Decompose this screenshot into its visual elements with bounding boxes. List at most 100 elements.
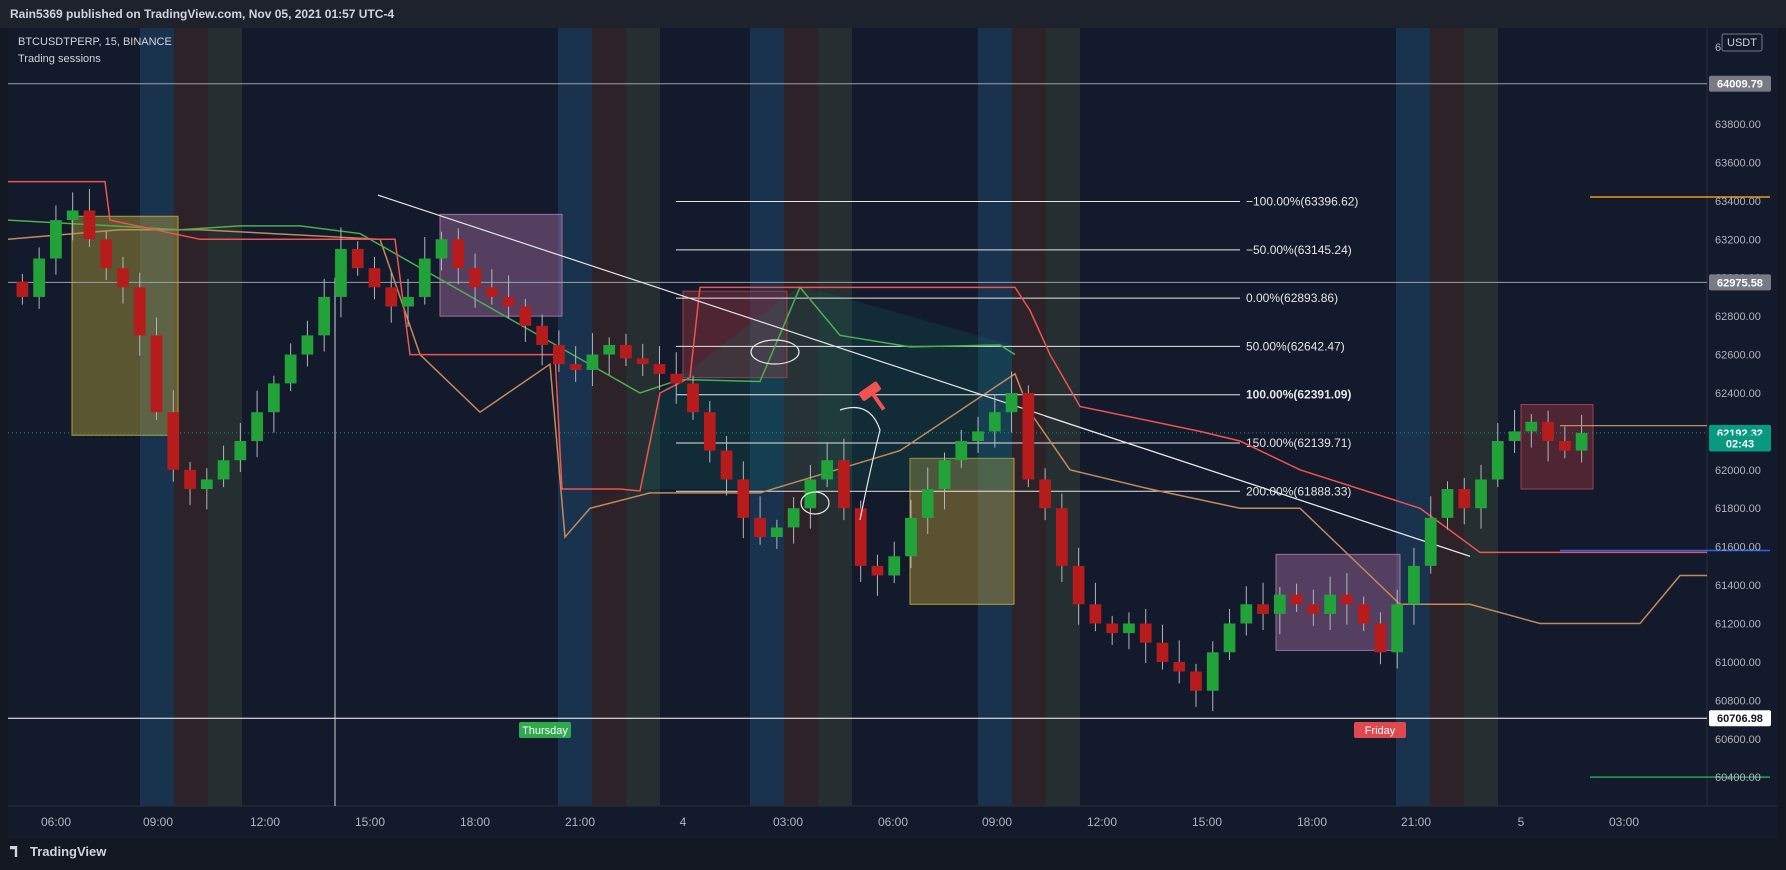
candle-body xyxy=(251,412,263,442)
candle-body xyxy=(921,489,934,518)
drawing-mark xyxy=(750,339,800,365)
candle-body xyxy=(435,239,448,259)
candle-body xyxy=(1374,623,1387,653)
price-label: 64009.79 xyxy=(1717,79,1763,91)
day-marker-box xyxy=(519,722,571,738)
candle-body xyxy=(1056,508,1068,566)
candle-body xyxy=(1508,431,1521,442)
trendline xyxy=(1044,415,1471,557)
session-band xyxy=(1396,28,1430,806)
fib-level-label: 200.00%(61888.33) xyxy=(1246,484,1351,498)
brand-footer: TradingView xyxy=(10,844,106,859)
price-label-box xyxy=(1709,435,1771,452)
candle-body xyxy=(1424,517,1437,566)
candle-body xyxy=(703,412,716,451)
time-tick-label: 03:00 xyxy=(1609,815,1639,829)
candle-body xyxy=(988,412,1001,432)
candle-body xyxy=(972,431,984,442)
brand-name: TradingView xyxy=(30,844,107,859)
drawing-mark xyxy=(839,406,881,521)
currency-label: USDT xyxy=(1727,37,1757,49)
candle-body xyxy=(838,460,850,509)
candle-body xyxy=(1139,623,1152,643)
candle-body xyxy=(1022,392,1035,480)
price-tick-label: 61400.00 xyxy=(1715,580,1761,592)
candle-body xyxy=(1475,479,1487,509)
candle-body xyxy=(318,296,331,336)
chart-legend: BTCUSDTPERP, 15, BINANCE Trading session… xyxy=(18,34,172,68)
session-band xyxy=(174,28,208,806)
candle-body xyxy=(368,268,381,288)
indicator-label[interactable]: Trading sessions xyxy=(18,53,101,65)
candle-body xyxy=(1123,623,1135,634)
time-tick-label: 21:00 xyxy=(565,815,595,829)
time-tick-label: 12:00 xyxy=(250,815,280,829)
candle-body xyxy=(452,239,465,269)
candle-body xyxy=(888,556,901,576)
price-tick-label: 60400.00 xyxy=(1715,772,1761,784)
candle-body xyxy=(1341,594,1353,605)
candle-body xyxy=(184,469,196,490)
candle-body xyxy=(1391,604,1404,653)
candle-body xyxy=(519,306,532,326)
candle-body xyxy=(871,565,884,576)
symbol-label[interactable]: BTCUSDTPERP, 15, BINANCE xyxy=(18,36,172,48)
candle-body xyxy=(1408,565,1420,605)
candle-body xyxy=(1190,671,1202,691)
session-band xyxy=(558,28,592,806)
price-tick-label: 62400.00 xyxy=(1715,388,1761,400)
candle-body xyxy=(485,287,498,297)
candle-body xyxy=(16,281,29,297)
candle-body xyxy=(133,287,146,336)
time-tick-label: 09:00 xyxy=(143,815,173,829)
candle-body xyxy=(217,460,230,480)
candle-body xyxy=(1324,594,1336,614)
hammer-icon xyxy=(858,381,886,411)
time-tick-label: 5 xyxy=(1518,815,1525,829)
candle-body xyxy=(150,335,163,413)
candle-body xyxy=(687,383,699,413)
candle-body xyxy=(1441,489,1454,518)
candle-body xyxy=(1542,421,1554,442)
time-tick-label: 03:00 xyxy=(773,815,803,829)
time-tick-label: 21:00 xyxy=(1401,815,1431,829)
candle-body xyxy=(586,354,599,370)
publish-bar: Rain5369 published on TradingView.com, N… xyxy=(0,0,1786,28)
candle-body xyxy=(1257,604,1269,614)
candle-body xyxy=(418,258,431,297)
candle-body xyxy=(754,517,766,538)
price-label-box xyxy=(1709,710,1771,727)
candle-body xyxy=(1156,642,1169,662)
candle-body xyxy=(636,358,649,365)
price-label-box xyxy=(1709,75,1771,92)
price-label: 60706.98 xyxy=(1717,713,1763,725)
time-tick-label: 09:00 xyxy=(982,815,1012,829)
fib-level-label: −50.00%(63145.24) xyxy=(1246,243,1352,257)
candle-body xyxy=(603,344,616,355)
price-tick-label: 61600.00 xyxy=(1715,542,1761,554)
session-band xyxy=(784,28,818,806)
candle-body xyxy=(854,508,867,566)
price-label-box xyxy=(1709,274,1771,291)
indicator-line-orange xyxy=(7,228,1707,625)
candle-body xyxy=(234,441,247,461)
candle-body xyxy=(620,344,632,359)
candle-body xyxy=(335,248,347,297)
candle-body xyxy=(670,373,683,384)
candle-body xyxy=(1357,604,1370,624)
fib-level-label: 0.00%(62893.86) xyxy=(1246,291,1338,305)
candle-body xyxy=(955,441,968,461)
candle-body xyxy=(653,364,666,374)
candle-body xyxy=(1039,479,1051,509)
fib-level-label: 50.00%(62642.47) xyxy=(1246,339,1345,353)
candle-body xyxy=(469,268,481,288)
price-tick-label: 62600.00 xyxy=(1715,350,1761,362)
fib-level-label: 100.00%(62391.09) xyxy=(1246,388,1351,402)
price-label: 62975.58 xyxy=(1717,277,1763,289)
session-band xyxy=(1430,28,1464,806)
price-tick-label: 61200.00 xyxy=(1715,619,1761,631)
price-label: 02:43 xyxy=(1726,439,1754,451)
day-marker-box xyxy=(1354,722,1406,738)
candle-body xyxy=(720,450,733,480)
